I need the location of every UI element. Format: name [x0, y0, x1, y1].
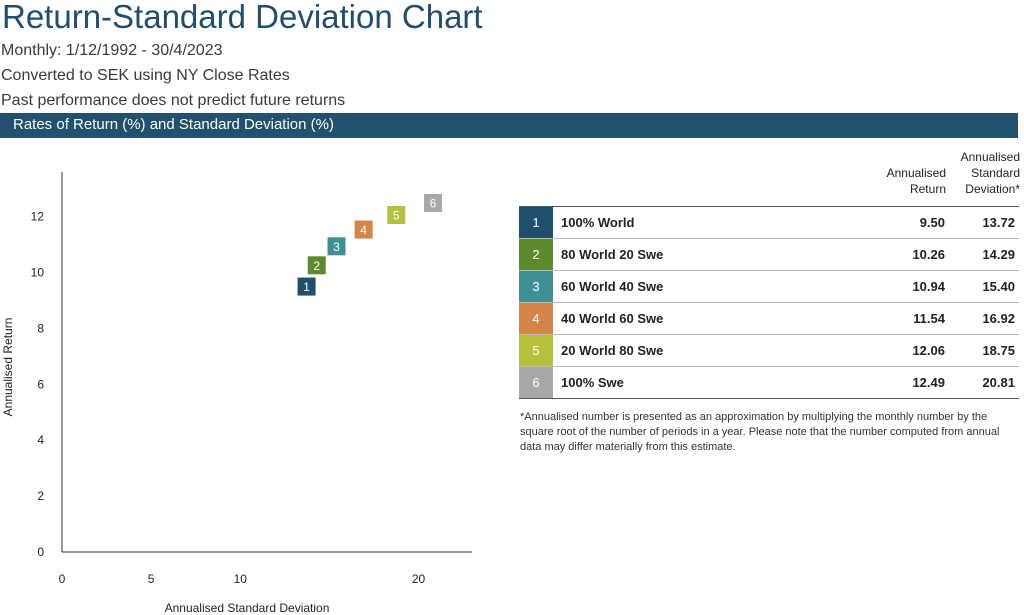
row-number-swatch: 4 — [519, 303, 553, 334]
table-header-return: Annualised Return — [886, 166, 946, 196]
scatter-point-label: 3 — [333, 240, 340, 254]
row-sd: 15.40 — [982, 279, 1015, 294]
scatter-point-3 — [327, 237, 346, 256]
row-return: 11.54 — [913, 311, 945, 326]
section-header-bar: Rates of Return (%) and Standard Deviati… — [0, 113, 1018, 138]
y-tick-label: 10 — [31, 266, 45, 280]
scatter-point-label: 4 — [360, 223, 367, 237]
scatter-point-5 — [387, 206, 406, 225]
row-sd: 18.75 — [982, 343, 1015, 358]
page-title: Return-Standard Deviation Chart — [2, 0, 483, 35]
chart-points: 123 4 5 6 — [297, 194, 442, 296]
row-name: 60 World 40 Swe — [561, 279, 664, 294]
subtitle-disclaimer: Past performance does not predict future… — [1, 92, 346, 109]
scatter-point-label: 1 — [303, 280, 310, 294]
scatter-point-1 — [297, 277, 316, 296]
table-row: 1 100% World 9.50 13.72 — [519, 207, 1019, 239]
row-name: 80 World 20 Swe — [561, 247, 664, 262]
x-tick-label: 5 — [148, 572, 155, 586]
table-header-sd: Annualised Standard Deviation* — [960, 150, 1020, 196]
section-header-label: Rates of Return (%) and Standard Deviati… — [13, 116, 334, 133]
row-return: 12.49 — [912, 375, 945, 390]
row-return: 9.50 — [919, 215, 945, 230]
row-name: 20 World 80 Swe — [561, 343, 664, 358]
x-axis-title: Annualised Standard Deviation — [165, 601, 330, 615]
row-number-swatch: 6 — [519, 367, 553, 398]
table-row: 3 60 World 40 Swe 10.94 15.40 — [519, 271, 1019, 303]
row-number-swatch: 5 — [519, 335, 553, 366]
table-row: 2 80 World 20 Swe 10.26 14.29 — [519, 239, 1019, 271]
row-name: 100% World — [561, 215, 635, 230]
subtitle-currency: Converted to SEK using NY Close Rates — [1, 67, 290, 84]
row-return: 10.94 — [912, 279, 945, 294]
y-tick-label: 6 — [37, 377, 44, 391]
footnote: *Annualised number is presented as an ap… — [520, 411, 1000, 453]
table-row: 6 100% Swe 12.49 20.81 — [519, 367, 1019, 398]
scatter-point-label: 6 — [430, 197, 437, 211]
row-sd: 13.72 — [982, 215, 1015, 230]
y-tick-label: 12 — [31, 210, 45, 224]
subtitle-period: Monthly: 1/12/1992 - 30/4/2023 — [1, 42, 223, 59]
y-tick-label: 4 — [37, 433, 44, 447]
row-name: 40 World 60 Swe — [561, 311, 664, 326]
table-row: 4 40 World 60 Swe 11.54 16.92 — [519, 303, 1019, 335]
row-return: 12.06 — [912, 343, 945, 358]
scatter-point-2 — [307, 256, 326, 275]
scatter-point-6 — [423, 194, 442, 213]
row-number-swatch: 1 — [519, 207, 553, 238]
scatter-point-label: 5 — [393, 209, 400, 223]
x-tick-label: 20 — [412, 572, 426, 586]
portfolio-table: 1 100% World 9.50 13.72 2 80 World 20 Swe 10.2… — [519, 206, 1019, 399]
y-tick-label: 2 — [37, 489, 44, 503]
row-name: 100% Swe — [561, 375, 624, 390]
scatter-point-label: 2 — [313, 259, 320, 273]
row-return: 10.26 — [912, 247, 945, 262]
chart-axes — [61, 172, 472, 553]
y-tick-label: 0 — [37, 545, 44, 559]
y-tick-label: 8 — [37, 321, 44, 335]
row-number-swatch: 2 — [519, 239, 553, 270]
scatter-point-4 — [354, 220, 373, 239]
row-sd: 14.29 — [982, 247, 1015, 262]
row-sd: 20.81 — [982, 375, 1015, 390]
y-axis-title: Annualised Return — [1, 318, 15, 417]
row-sd: 16.92 — [982, 311, 1015, 326]
x-tick-label: 10 — [234, 572, 248, 586]
x-tick-label: 0 — [59, 572, 66, 586]
row-number-swatch: 3 — [519, 271, 553, 302]
table-row: 5 20 World 80 Swe 12.06 18.75 — [519, 335, 1019, 367]
